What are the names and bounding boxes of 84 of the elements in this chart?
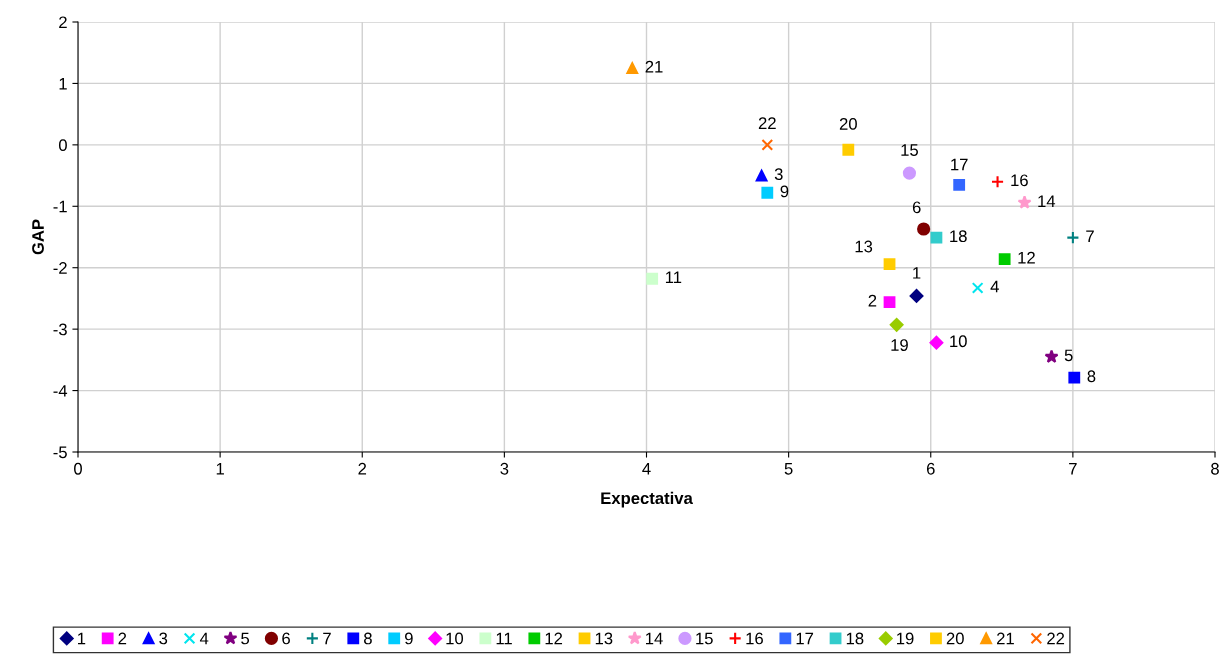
legend-label: 16 — [746, 632, 763, 645]
y-axis-title: GAP — [32, 219, 44, 255]
text: 8 — [1087, 370, 1096, 383]
text: 12 — [868, 267, 921, 307]
text: 6 — [912, 201, 921, 214]
legend-label: 15 — [696, 632, 713, 645]
point — [646, 272, 659, 285]
text: 13 — [855, 240, 873, 253]
legend-label: 19 — [897, 632, 914, 645]
legend-label: 10 — [446, 632, 464, 645]
point — [1068, 371, 1081, 384]
legend-label: 18 — [846, 632, 864, 645]
point — [883, 296, 896, 309]
y-tick-label: -5 — [53, 446, 67, 459]
x-tick-label: 5 — [784, 463, 793, 475]
text: 12 — [1018, 251, 1035, 264]
point — [917, 222, 931, 236]
point — [1044, 349, 1059, 363]
x-tick-label: 3 — [500, 462, 509, 475]
point — [626, 62, 639, 74]
point — [1066, 231, 1080, 245]
text: 4 — [990, 280, 999, 293]
x-axis-title: Expectativa — [601, 491, 693, 508]
point — [990, 175, 1005, 189]
text: 17 — [951, 158, 968, 171]
text: 14 — [1038, 195, 1056, 207]
text: 9 — [780, 185, 789, 198]
text: 11 — [665, 271, 682, 284]
point — [930, 231, 943, 244]
legend-label: 8 — [364, 632, 372, 645]
text: 20 — [839, 118, 857, 130]
legend-label: 11 — [496, 632, 512, 645]
x-tick-label: 2 — [358, 462, 367, 475]
legend-label: 17 — [796, 632, 814, 645]
point — [909, 289, 924, 303]
text: 3 — [774, 168, 783, 181]
legend-label: 9 — [405, 632, 413, 645]
x-tick-label: 8 — [1211, 462, 1219, 475]
legend-label: 5 — [241, 632, 250, 645]
legend-label: 22 — [1047, 632, 1065, 645]
point — [755, 169, 768, 182]
legend-label: 6 — [282, 632, 290, 645]
text: 15 — [901, 144, 918, 156]
text: 18 — [950, 230, 967, 243]
x-tick-label: 0 — [74, 462, 82, 475]
point — [929, 335, 944, 350]
x-tick-label: 7 — [1069, 463, 1077, 475]
text: 7 — [1086, 230, 1094, 242]
x-tick-label: 6 — [926, 462, 935, 475]
legend-label: 14 — [646, 632, 663, 645]
legend-label: 1 — [78, 632, 86, 645]
y-tick-label: -4 — [53, 385, 68, 397]
x-tick-label: 4 — [642, 463, 651, 475]
legend-label: 20 — [946, 632, 964, 645]
legend-label: 21 — [997, 632, 1014, 645]
point — [761, 138, 774, 151]
y-tick-label: 0 — [58, 139, 67, 152]
point — [998, 253, 1011, 266]
text: 5 — [1064, 349, 1073, 362]
point — [902, 166, 917, 180]
legend-label: 2 — [118, 632, 127, 645]
y-tick-label: -3 — [53, 323, 67, 336]
legend-label: 13 — [595, 632, 613, 645]
legend-label: 7 — [323, 632, 331, 645]
text: 19 — [891, 339, 908, 351]
legend-label: 3 — [159, 632, 168, 645]
point — [953, 178, 966, 191]
point — [971, 282, 984, 294]
legend-label: 12 — [545, 632, 563, 645]
legend-label: 4 — [199, 632, 209, 645]
point — [842, 143, 855, 156]
point — [889, 317, 904, 332]
point — [761, 186, 774, 199]
y-tick-label: 2 — [59, 16, 67, 29]
text: 22 — [758, 117, 776, 129]
x-tick-label: 1 — [216, 463, 224, 475]
text: 10 — [950, 335, 967, 348]
y-tick-label: -2 — [53, 262, 67, 274]
y-tick-label: 1 — [59, 78, 67, 90]
text: 16 — [1011, 174, 1028, 187]
point — [883, 258, 896, 270]
y-tick-label: -1 — [53, 200, 67, 213]
point — [1017, 195, 1032, 209]
text: 21 — [645, 60, 663, 73]
